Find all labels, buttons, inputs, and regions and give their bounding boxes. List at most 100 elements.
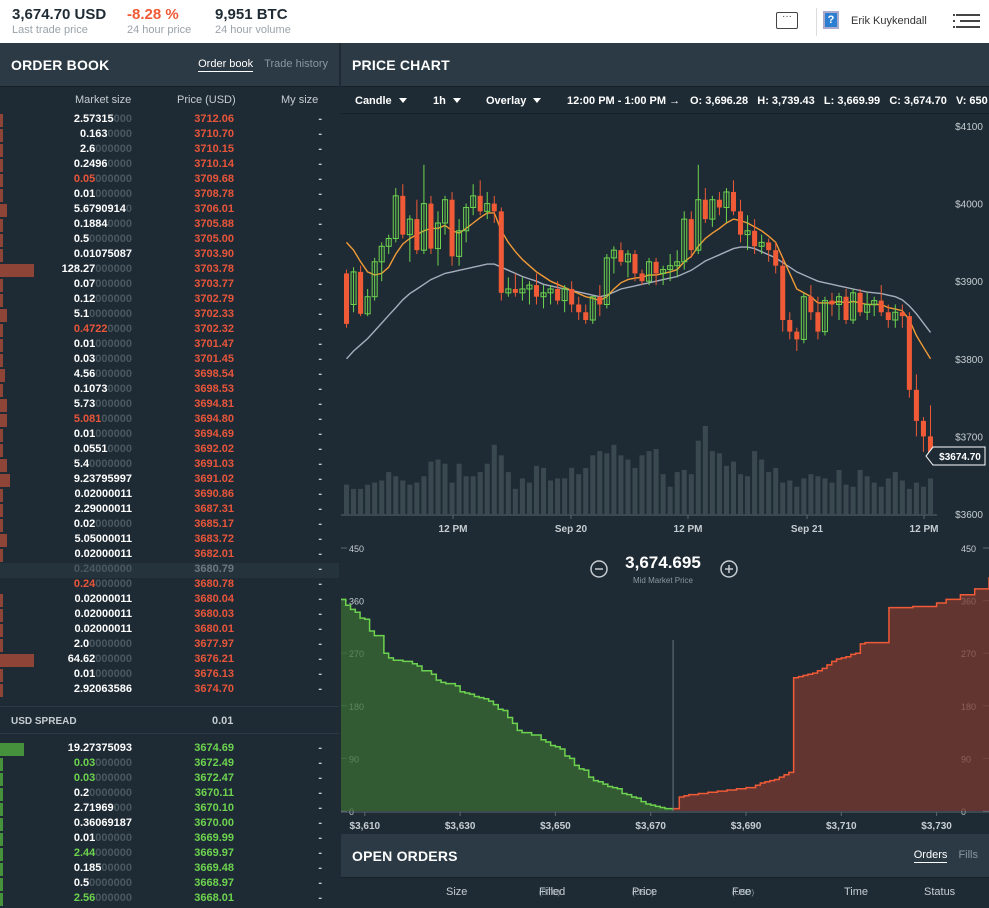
market-size: 0.50000000	[74, 877, 132, 889]
ask-row[interactable]: 5.05000011 3683.72 -	[0, 533, 339, 548]
bid-row[interactable]: 19.27375093 3674.69 -	[0, 742, 339, 757]
column-filled[interactable]: Filled (BTC)	[539, 886, 566, 898]
ask-row[interactable]: 0.24000000 3680.79 -	[0, 563, 339, 578]
market-size-padding: 0000000	[89, 233, 132, 245]
market-size-value: 0.02	[73, 518, 96, 530]
candlestick-chart[interactable]: $4100 $4000 $3900 $3800 $3700 $3600 12 PM Sep 2…	[341, 114, 989, 540]
user-name[interactable]: Erik Kuykendall	[851, 15, 927, 27]
plus-circle-icon[interactable]	[720, 560, 738, 578]
ema-slow-line	[345, 246, 932, 360]
ask-row[interactable]: 0.01075087 3703.90 -	[0, 248, 339, 263]
bid-row[interactable]: 0.18500000 3669.48 -	[0, 862, 339, 877]
candle-body	[906, 316, 912, 390]
ask-row[interactable]: 0.02000011 3680.03 -	[0, 608, 339, 623]
bid-row[interactable]: 2.71969000 3670.10 -	[0, 802, 339, 817]
ask-row[interactable]: 0.02000011 3680.01 -	[0, 623, 339, 638]
ask-row[interactable]: 2.6000000 3710.15 -	[0, 143, 339, 158]
avatar[interactable]: ?	[823, 11, 839, 29]
column-market-size[interactable]: Market size	[75, 94, 132, 106]
asks-line	[673, 577, 989, 810]
ask-row[interactable]: 2.29000011 3687.31 -	[0, 503, 339, 518]
hamburger-menu-icon[interactable]	[953, 12, 980, 30]
ask-row[interactable]: 0.01000000 3694.69 -	[0, 428, 339, 443]
ask-row[interactable]: 0.01000000 3708.78 -	[0, 188, 339, 203]
my-size-value: -	[318, 353, 322, 365]
candle-body	[920, 420, 926, 437]
ask-row[interactable]: 5.73000000 3694.81 -	[0, 398, 339, 413]
ask-row[interactable]: 0.24000000 3680.78 -	[0, 578, 339, 593]
ask-row[interactable]: 5.10000000 3702.33 -	[0, 308, 339, 323]
candle-body	[885, 312, 891, 320]
ask-row[interactable]: 0.02000000 3685.17 -	[0, 518, 339, 533]
bid-row[interactable]: 0.50000000 3668.97 -	[0, 877, 339, 892]
tab-fills[interactable]: Fills	[958, 849, 978, 861]
ask-row[interactable]: 9.23795997 3691.02 -	[0, 473, 339, 488]
volume-bar	[365, 484, 371, 514]
ask-row[interactable]: 0.1630000 3710.70 -	[0, 128, 339, 143]
tab-orders[interactable]: Orders	[913, 849, 948, 863]
column-price[interactable]: Price (USD)	[177, 94, 236, 106]
ask-row[interactable]: 5.67909140 3706.01 -	[0, 203, 339, 218]
ask-row[interactable]: 0.47220000 3702.32 -	[0, 323, 339, 338]
ask-row[interactable]: 0.02000011 3680.04 -	[0, 593, 339, 608]
column-price[interactable]: Price (USD)	[632, 886, 658, 898]
ask-row[interactable]: 5.08100000 3694.80 -	[0, 413, 339, 428]
ask-depth-bar	[0, 234, 4, 247]
ask-row[interactable]: 0.03000000 3701.45 -	[0, 353, 339, 368]
candle-body	[576, 304, 582, 313]
ask-row[interactable]: 2.57315000 3712.06 -	[0, 113, 339, 128]
market-size: 5.05000011	[74, 533, 132, 545]
column-fee[interactable]: Fee (USD)	[732, 886, 755, 898]
ask-row[interactable]: 0.02000011 3690.86 -	[0, 488, 339, 503]
ask-row[interactable]: 0.12000000 3702.79 -	[0, 293, 339, 308]
column-my-size[interactable]: My size	[281, 94, 319, 106]
bid-row[interactable]: 0.36069187 3670.00 -	[0, 817, 339, 832]
ask-row[interactable]: 2.00000000 3677.97 -	[0, 638, 339, 653]
ask-row[interactable]: 0.05510000 3692.02 -	[0, 443, 339, 458]
market-size: 2.92063586	[74, 683, 132, 695]
price-value: 3670.00	[194, 817, 234, 829]
market-size-padding: 0000	[107, 383, 132, 395]
ask-row[interactable]: 2.92063586 3674.70 -	[0, 683, 339, 698]
price-value: 3701.45	[194, 353, 234, 365]
my-size-value: -	[318, 877, 322, 889]
interval-dropdown[interactable]: 1h	[433, 95, 461, 107]
market-size: 0.24000000	[74, 563, 132, 575]
ask-row[interactable]: 0.05000000 3709.68 -	[0, 173, 339, 188]
bid-row[interactable]: 0.03000000 3672.47 -	[0, 772, 339, 787]
price-value: 3702.33	[194, 308, 234, 320]
chat-bubble-icon[interactable]: ···	[776, 12, 798, 29]
bid-row[interactable]: 2.44000000 3669.97 -	[0, 847, 339, 862]
bid-row[interactable]: 2.56000000 3668.01 -	[0, 892, 339, 907]
y-tick-label-right: 450	[961, 544, 976, 554]
candle-body	[674, 261, 681, 267]
candle-body	[512, 288, 518, 293]
depth-chart[interactable]: 450450360360270270180180909000$3,610$3,6…	[341, 540, 989, 832]
ask-row[interactable]: 0.01000000 3701.47 -	[0, 338, 339, 353]
ask-row[interactable]: 0.50000000 3705.00 -	[0, 233, 339, 248]
my-size-value: -	[318, 653, 322, 665]
ask-row[interactable]: 0.02000011 3682.01 -	[0, 548, 339, 563]
minus-circle-icon[interactable]	[590, 560, 608, 578]
ask-row[interactable]: 64.62000000 3676.21 -	[0, 653, 339, 668]
ask-row[interactable]: 5.40000000 3691.03 -	[0, 458, 339, 473]
tab-order-book[interactable]: Order book	[198, 58, 254, 72]
ask-row[interactable]: 0.07000000 3703.77 -	[0, 278, 339, 293]
ask-row[interactable]: 128.27000000 3703.78 -	[0, 263, 339, 278]
ask-row[interactable]: 0.18840000 3705.88 -	[0, 218, 339, 233]
price-value: 3702.32	[194, 323, 234, 335]
bid-row[interactable]: 0.20000000 3670.11 -	[0, 787, 339, 802]
ask-row[interactable]: 4.56000000 3698.54 -	[0, 368, 339, 383]
chart-type-dropdown[interactable]: Candle	[355, 95, 407, 107]
overlay-dropdown[interactable]: Overlay	[486, 95, 542, 107]
candle-body	[442, 199, 449, 224]
ask-row[interactable]: 0.24960000 3710.14 -	[0, 158, 339, 173]
bid-row[interactable]: 0.03000000 3672.49 -	[0, 757, 339, 772]
minus-circle-ring	[590, 560, 608, 578]
tab-trade-history[interactable]: Trade history	[264, 58, 328, 70]
volume-bar	[456, 463, 462, 514]
bid-row[interactable]: 0.01000000 3669.99 -	[0, 832, 339, 847]
ask-row[interactable]: 0.10730000 3698.53 -	[0, 383, 339, 398]
y-tick-label-left: 450	[349, 544, 364, 554]
ask-row[interactable]: 0.01000000 3676.13 -	[0, 668, 339, 683]
